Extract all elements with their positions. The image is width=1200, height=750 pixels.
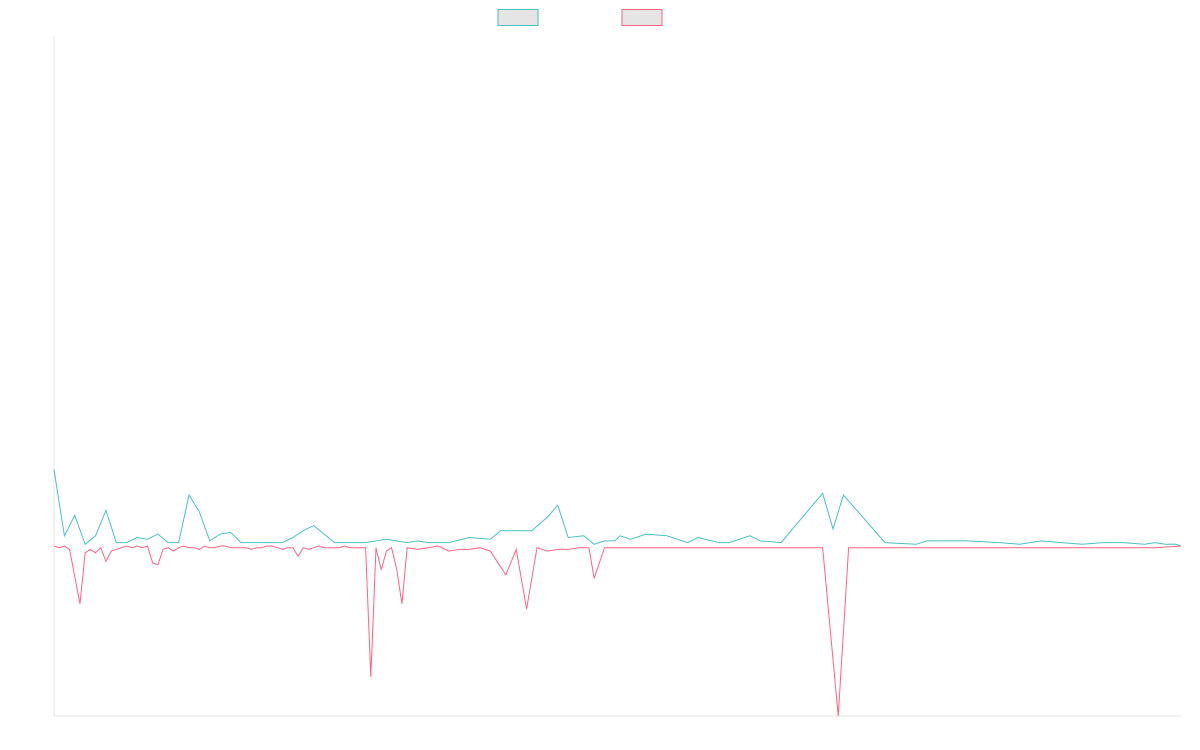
legend-swatch-2 bbox=[621, 9, 663, 26]
legend bbox=[497, 9, 663, 26]
axes bbox=[53, 36, 1181, 717]
series-line-1 bbox=[53, 469, 1182, 547]
series-line-2 bbox=[53, 545, 1182, 717]
series-layer bbox=[53, 469, 1182, 717]
legend-swatch-1 bbox=[497, 9, 539, 26]
